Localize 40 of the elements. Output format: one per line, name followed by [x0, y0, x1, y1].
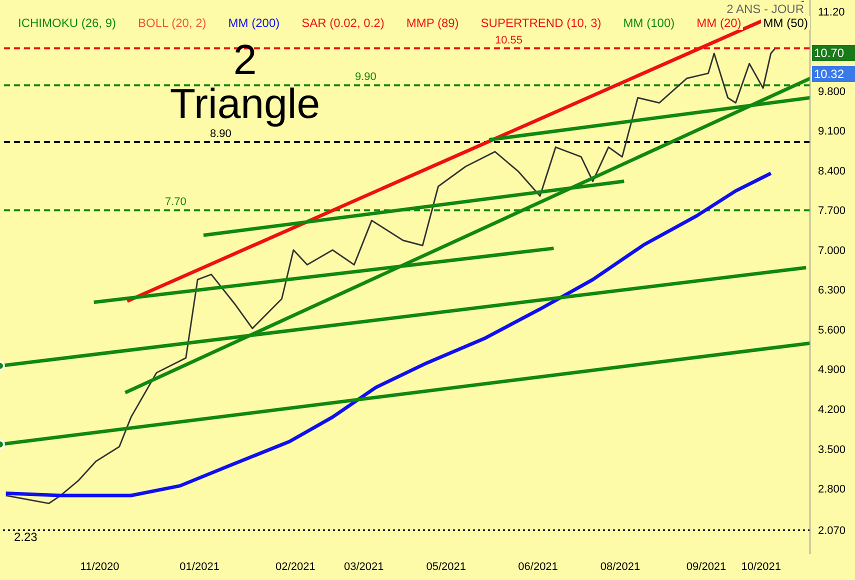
- x-tick-label: 01/2021: [180, 560, 220, 573]
- ref-line-label: 9.90: [355, 71, 376, 84]
- y-tick-label: 4.200: [818, 404, 846, 416]
- y-tick-label: 7.000: [818, 244, 846, 257]
- x-tick-label: 03/2021: [344, 560, 384, 573]
- annotation: BOLL (20, 2): [136, 16, 208, 30]
- x-tick-label: 10/2021: [741, 560, 781, 573]
- annotation: 2.23: [14, 530, 38, 544]
- chart-subtitle: 2 ANS - JOUR: [724, 2, 807, 16]
- annotation: SUPERTREND (10, 3): [478, 16, 604, 30]
- x-tick-label: 06/2021: [518, 560, 558, 573]
- x-tick-label: 05/2021: [426, 560, 466, 573]
- x-tick-label: 02/2021: [276, 560, 316, 573]
- y-tick-label: 6.300: [818, 284, 846, 297]
- y-tick-label: 2.800: [818, 484, 846, 496]
- y-tick-label: 3.500: [818, 444, 846, 456]
- ref-line-label: 10.55: [495, 34, 523, 46]
- annotation: MMP (89): [404, 16, 461, 30]
- y-tick-label: 4.900: [818, 364, 846, 376]
- annotation: ICHIMOKU (26, 9): [16, 16, 118, 30]
- y-tick-label: 11.20: [818, 6, 845, 18]
- y-tick-label: 9.800: [818, 86, 846, 98]
- y-tick-label: 9.100: [818, 126, 846, 138]
- annotation: SAR (0.02, 0.2): [300, 16, 386, 30]
- ref-line-label: 8.90: [210, 128, 232, 140]
- y-tick-label: 2.070: [818, 525, 846, 538]
- text: 2 Triangle: [168, 36, 322, 127]
- annotation: MM (50): [761, 16, 810, 30]
- annotation: MM (100): [621, 16, 677, 30]
- x-tick-label: 11/2020: [80, 560, 120, 573]
- x-tick-label: 08/2021: [600, 560, 640, 573]
- annotation: MM (200): [226, 16, 282, 30]
- text: 10.32: [812, 66, 855, 82]
- ref-line-label: 7.70: [165, 196, 186, 208]
- y-tick-label: 7.700: [818, 205, 846, 218]
- x-tick-label: 09/2021: [686, 560, 726, 573]
- y-tick-label: 8.400: [818, 165, 846, 178]
- text: 10.70: [812, 45, 855, 61]
- y-tick-label: 5.600: [818, 324, 846, 336]
- annotation: MM (20): [694, 16, 744, 30]
